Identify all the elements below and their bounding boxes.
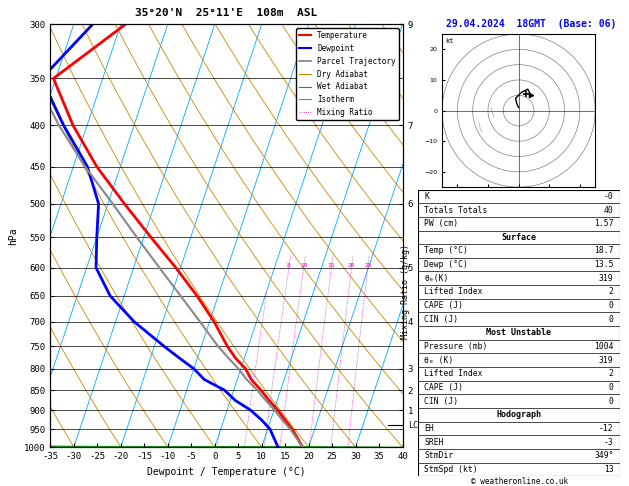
Y-axis label: hPa: hPa (8, 227, 18, 244)
Text: 0: 0 (609, 383, 613, 392)
Text: K: K (425, 192, 429, 201)
Text: EH: EH (425, 424, 434, 433)
Text: -12: -12 (599, 424, 613, 433)
Text: Most Unstable: Most Unstable (486, 329, 552, 337)
Y-axis label: km
ASL: km ASL (422, 216, 437, 236)
Text: 1.57: 1.57 (594, 219, 613, 228)
Text: 25: 25 (364, 263, 372, 268)
Text: Dewp (°C): Dewp (°C) (425, 260, 468, 269)
Text: CIN (J): CIN (J) (425, 397, 459, 406)
Text: -0: -0 (604, 192, 613, 201)
Text: StmSpd (kt): StmSpd (kt) (425, 465, 478, 474)
Legend: Temperature, Dewpoint, Parcel Trajectory, Dry Adiabat, Wet Adiabat, Isotherm, Mi: Temperature, Dewpoint, Parcel Trajectory… (296, 28, 399, 120)
Text: Totals Totals: Totals Totals (425, 206, 487, 214)
Text: Hodograph: Hodograph (496, 410, 542, 419)
Text: 20: 20 (348, 263, 355, 268)
Text: 349°: 349° (594, 451, 613, 460)
Text: CAPE (J): CAPE (J) (425, 383, 464, 392)
Text: CIN (J): CIN (J) (425, 315, 459, 324)
Text: 29.04.2024  18GMT  (Base: 06): 29.04.2024 18GMT (Base: 06) (447, 19, 616, 30)
Text: Lifted Index: Lifted Index (425, 369, 483, 379)
Text: 319: 319 (599, 356, 613, 364)
Text: SREH: SREH (425, 438, 444, 447)
Text: 10: 10 (300, 263, 308, 268)
Text: Mixing Ratio (g/kg): Mixing Ratio (g/kg) (401, 244, 410, 339)
Text: 319: 319 (599, 274, 613, 283)
Text: 0: 0 (609, 301, 613, 310)
Text: LCL: LCL (408, 421, 423, 430)
Text: 2: 2 (609, 369, 613, 379)
Text: 13: 13 (604, 465, 613, 474)
Text: PW (cm): PW (cm) (425, 219, 459, 228)
Text: 2: 2 (609, 287, 613, 296)
Text: Temp (°C): Temp (°C) (425, 246, 468, 256)
Text: 1004: 1004 (594, 342, 613, 351)
Text: 0: 0 (609, 315, 613, 324)
Text: © weatheronline.co.uk: © weatheronline.co.uk (471, 477, 568, 486)
Text: 18.7: 18.7 (594, 246, 613, 256)
Text: θₑ(K): θₑ(K) (425, 274, 448, 283)
Text: θₑ (K): θₑ (K) (425, 356, 454, 364)
Text: 15: 15 (328, 263, 335, 268)
Text: Pressure (mb): Pressure (mb) (425, 342, 487, 351)
X-axis label: Dewpoint / Temperature (°C): Dewpoint / Temperature (°C) (147, 467, 306, 477)
Title: 35°20'N  25°11'E  108m  ASL: 35°20'N 25°11'E 108m ASL (135, 8, 318, 18)
FancyBboxPatch shape (418, 190, 620, 476)
Text: 40: 40 (604, 206, 613, 214)
Text: Lifted Index: Lifted Index (425, 287, 483, 296)
Text: CAPE (J): CAPE (J) (425, 301, 464, 310)
Text: StmDir: StmDir (425, 451, 454, 460)
Text: 13.5: 13.5 (594, 260, 613, 269)
Text: 8: 8 (287, 263, 291, 268)
Text: kt: kt (445, 38, 454, 44)
Text: Surface: Surface (501, 233, 537, 242)
Text: -3: -3 (604, 438, 613, 447)
Text: 0: 0 (609, 397, 613, 406)
